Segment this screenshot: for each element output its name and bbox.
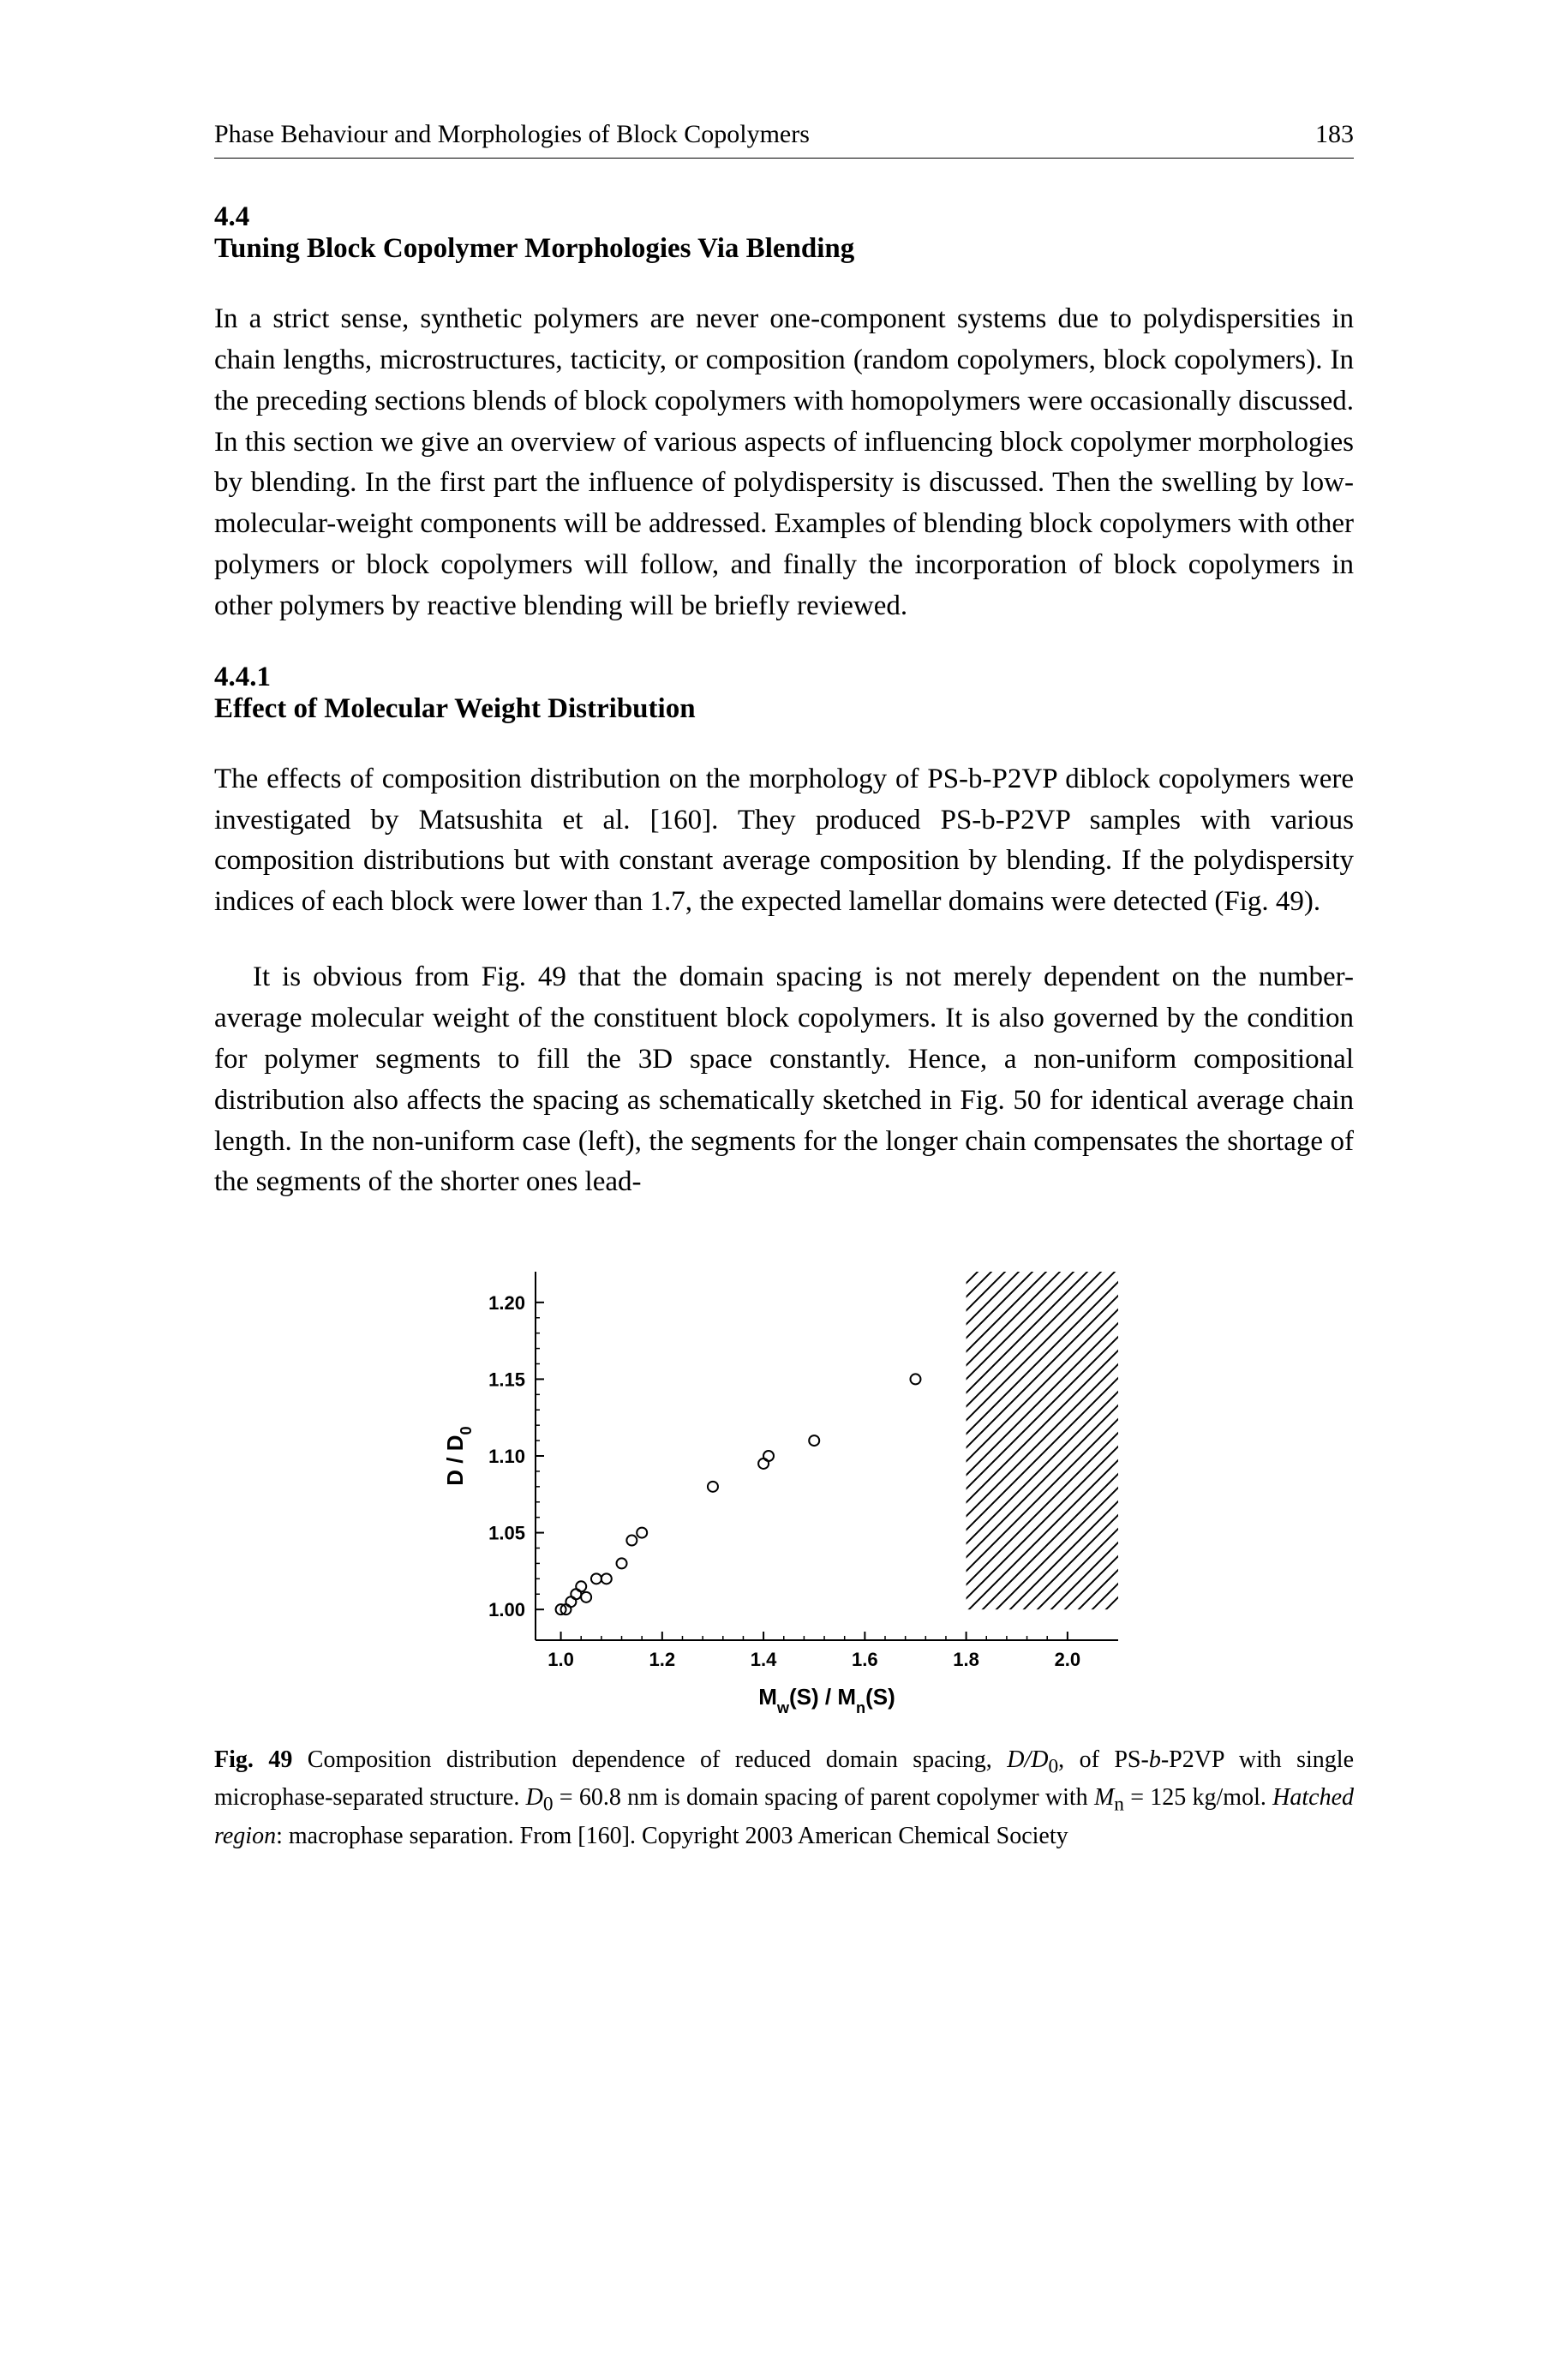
caption-p8: 0 [543, 1794, 554, 1816]
svg-text:1.10: 1.10 [488, 1446, 525, 1467]
paragraph-3: It is obvious from Fig. 49 that the doma… [214, 957, 1354, 1203]
paragraph-2: The effects of composition distribution … [214, 759, 1354, 923]
svg-text:1.4: 1.4 [751, 1649, 777, 1670]
section-number: 4.4 [214, 201, 1354, 233]
caption-p7: D [526, 1784, 543, 1811]
caption-p4: , of PS- [1058, 1746, 1149, 1773]
caption-p1: Composition distribution dependence of r… [292, 1746, 1007, 1773]
svg-text:1.0: 1.0 [548, 1649, 574, 1670]
caption-p3: 0 [1048, 1756, 1058, 1778]
caption-p14: : macrophase separation. From [160]. Cop… [276, 1823, 1068, 1849]
svg-text:1.2: 1.2 [649, 1649, 676, 1670]
svg-text:1.6: 1.6 [852, 1649, 878, 1670]
caption-p5: b [1149, 1746, 1161, 1773]
figure-label: Fig. 49 [214, 1746, 292, 1773]
paragraph-1: In a strict sense, synthetic polymers ar… [214, 299, 1354, 627]
running-title: Phase Behaviour and Morphologies of Bloc… [214, 120, 810, 149]
svg-text:1.20: 1.20 [488, 1292, 525, 1314]
caption-p11: n [1114, 1794, 1124, 1816]
caption-p9: = 60.8 nm is domain spacing of parent co… [554, 1784, 1094, 1811]
svg-text:2.0: 2.0 [1055, 1649, 1081, 1670]
svg-text:1.05: 1.05 [488, 1523, 525, 1544]
svg-text:D / D0: D / D0 [442, 1427, 475, 1486]
svg-text:Mw(S) / Mn(S): Mw(S) / Mn(S) [758, 1684, 895, 1716]
subsection-title: Effect of Molecular Weight Distribution [214, 693, 1354, 725]
caption-p12: = 125 kg/mol. [1124, 1784, 1272, 1811]
figure-49: 1.00 1.05 1.10 1.15 1.20 1.0 1.2 1.4 1.6 1.8 2.0 D … [214, 1255, 1354, 1717]
section-title: Tuning Block Copolymer Morphologies Via … [214, 233, 1354, 265]
svg-text:1.8: 1.8 [953, 1649, 979, 1670]
caption-p10: M [1094, 1784, 1114, 1811]
subsection-number: 4.4.1 [214, 662, 1354, 693]
caption-p2: D/D [1007, 1746, 1048, 1773]
figure-caption: Fig. 49 Composition distribution depende… [214, 1743, 1354, 1853]
svg-text:1.15: 1.15 [488, 1369, 525, 1391]
scatter-chart: 1.00 1.05 1.10 1.15 1.20 1.0 1.2 1.4 1.6 1.8 2.0 D … [433, 1255, 1135, 1717]
page-number: 183 [1315, 120, 1354, 149]
page-header: Phase Behaviour and Morphologies of Bloc… [214, 120, 1354, 159]
svg-text:1.00: 1.00 [488, 1599, 525, 1620]
